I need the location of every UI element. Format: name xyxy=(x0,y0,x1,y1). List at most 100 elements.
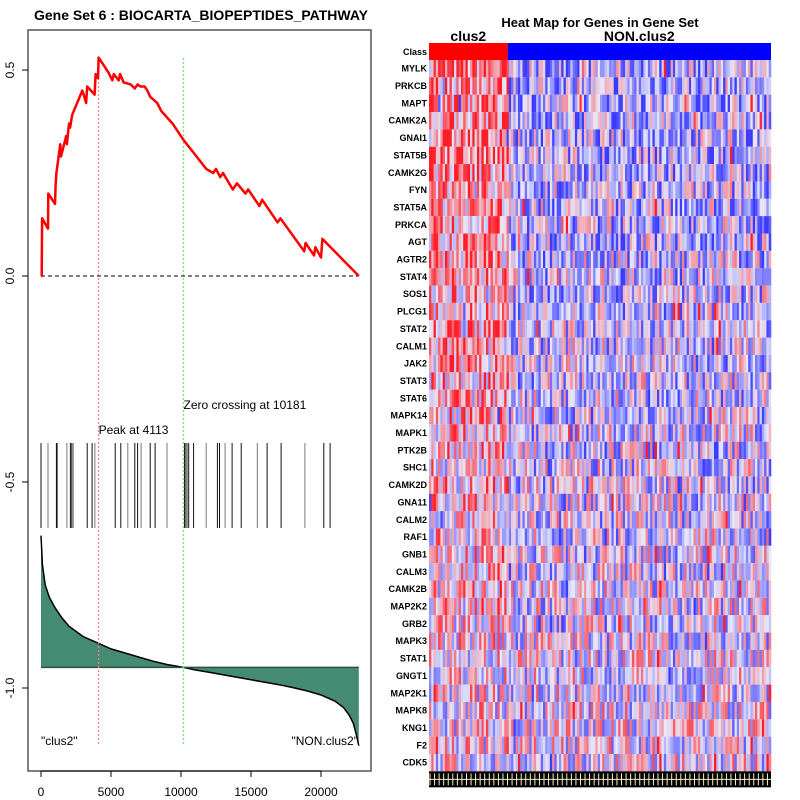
heatmap-cell xyxy=(693,389,697,407)
heatmap-cell xyxy=(563,615,567,633)
heatmap-cell xyxy=(593,580,596,598)
heatmap-cell xyxy=(586,407,589,425)
heatmap-cell xyxy=(540,528,544,546)
heatmap-cell xyxy=(700,511,703,529)
heatmap-cell xyxy=(492,354,496,373)
heatmap-cell xyxy=(734,476,738,494)
heatmap-cell xyxy=(433,615,437,633)
heatmap-cell xyxy=(659,528,662,546)
heatmap-cell xyxy=(481,580,485,598)
heatmap-cell xyxy=(501,580,505,598)
heatmap-cell xyxy=(620,164,624,182)
heatmap-cell xyxy=(481,615,485,633)
heatmap-cell xyxy=(650,250,653,269)
heatmap-cell xyxy=(433,459,437,477)
heatmap-cell xyxy=(725,476,728,494)
heatmap-cell xyxy=(593,528,596,546)
heatmap-cell xyxy=(495,597,498,616)
heatmap-cell xyxy=(670,337,674,355)
heatmap-cell xyxy=(615,476,619,494)
heatmap-cell xyxy=(663,112,667,130)
heatmap-cell xyxy=(761,320,765,338)
heatmap-cell xyxy=(524,545,528,564)
heatmap-cell xyxy=(442,216,446,234)
heatmap-cell xyxy=(625,459,628,477)
heatmap-cell xyxy=(757,389,760,407)
heatmap-cell xyxy=(714,198,717,217)
heatmap-cell xyxy=(711,372,715,390)
heatmap-cell xyxy=(725,389,728,407)
heatmap-cell xyxy=(657,181,660,199)
heatmap-cell xyxy=(440,493,443,512)
heatmap-cell xyxy=(458,493,462,512)
heatmap-cell xyxy=(574,250,578,269)
class-bar-non-clus2 xyxy=(507,43,771,60)
heatmap-cell xyxy=(766,597,770,616)
heatmap-cell xyxy=(563,94,567,113)
heatmap-cell xyxy=(734,77,738,95)
heatmap-cell xyxy=(506,545,510,564)
heatmap-cell xyxy=(727,285,731,303)
heatmap-cell xyxy=(488,372,491,390)
heatmap-cell xyxy=(695,146,699,165)
heatmap-cell xyxy=(764,94,767,113)
heatmap-cell xyxy=(595,181,599,199)
heatmap-cell xyxy=(768,198,772,217)
heatmap-cell xyxy=(613,302,617,321)
heatmap-cell xyxy=(465,354,469,373)
heatmap-cell xyxy=(554,181,557,199)
heatmap-cell xyxy=(622,320,626,338)
heatmap-cell xyxy=(686,60,690,78)
heatmap-cell xyxy=(572,146,576,165)
heatmap-cell xyxy=(720,372,724,390)
heatmap-cell xyxy=(704,146,708,165)
heatmap-cell xyxy=(463,268,466,286)
heatmap-cell xyxy=(444,60,448,78)
heatmap-cell xyxy=(563,233,567,251)
heatmap-cell xyxy=(654,424,658,442)
heatmap-cell xyxy=(604,250,608,269)
heatmap-cell xyxy=(606,407,610,425)
heatmap-cell xyxy=(563,320,567,338)
heatmap-cell xyxy=(700,302,703,321)
heatmap-cell xyxy=(652,545,656,564)
heatmap-cell xyxy=(716,146,719,165)
heatmap-cell xyxy=(711,129,715,147)
heatmap-cell xyxy=(506,181,510,199)
heatmap-cell xyxy=(540,389,544,407)
heatmap-cell xyxy=(693,146,697,165)
heatmap-cell xyxy=(609,216,612,234)
heatmap-cell xyxy=(435,597,439,616)
heatmap-cell xyxy=(586,129,589,147)
heatmap-cell xyxy=(600,511,603,529)
heatmap-cell xyxy=(752,407,756,425)
heatmap-cell xyxy=(568,511,571,529)
heatmap-cell xyxy=(508,424,512,442)
heatmap-cell xyxy=(486,302,489,321)
heatmap-cell xyxy=(492,389,496,407)
heatmap-cell xyxy=(499,597,503,616)
heatmap-cell xyxy=(675,320,678,338)
heatmap-cell xyxy=(723,354,726,373)
heatmap-cell xyxy=(586,112,589,130)
heatmap-cell xyxy=(613,250,617,269)
heatmap-cell xyxy=(677,268,681,286)
heatmap-cell xyxy=(504,580,507,598)
heatmap-cell xyxy=(584,302,587,321)
heatmap-cell xyxy=(625,60,628,78)
heatmap-cell xyxy=(435,476,439,494)
heatmap-cell xyxy=(506,320,510,338)
heatmap-cell xyxy=(702,129,706,147)
heatmap-cell xyxy=(611,528,614,546)
heatmap-cell xyxy=(467,60,471,78)
heatmap-cell xyxy=(467,407,471,425)
heatmap-cell xyxy=(739,597,742,616)
heatmap-cell xyxy=(679,302,683,321)
heatmap-cell xyxy=(552,511,555,529)
heatmap-cell xyxy=(634,250,637,269)
heatmap-cell xyxy=(472,94,475,113)
heatmap-cell xyxy=(727,94,731,113)
heatmap-cell xyxy=(536,112,539,130)
heatmap-cell xyxy=(581,476,585,494)
heatmap-cell xyxy=(707,112,710,130)
